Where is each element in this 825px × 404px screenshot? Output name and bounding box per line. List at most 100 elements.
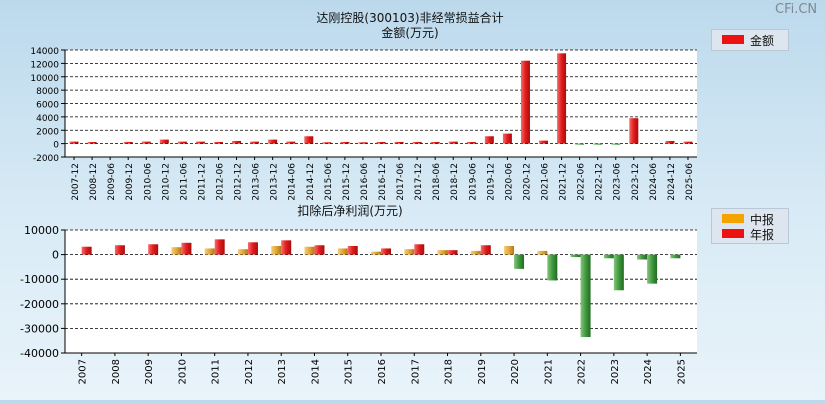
bar-nonrecurring-金额-2014-06 — [286, 141, 296, 144]
chart-title-net-profit: 扣除后净利润(万元) — [297, 203, 402, 218]
chart-title-nonrecurring: 达刚控股(300103)非经常损益合计 — [316, 10, 503, 25]
bar-net-profit-年报-2013 — [281, 240, 292, 255]
bar-nonrecurring-金额-2012-06 — [213, 141, 223, 144]
x-tick-label-nonrecurring: 2010-06 — [143, 163, 153, 201]
x-tick-label-net-profit: 2009 — [144, 359, 155, 384]
x-tick-label-net-profit: 2014 — [310, 359, 321, 384]
x-tick-label-nonrecurring: 2022-12 — [595, 163, 605, 201]
bar-net-profit-中报-2016 — [371, 251, 381, 255]
watermark: CFi.CN — [775, 2, 818, 17]
legend-swatch-amount — [722, 35, 744, 44]
x-tick-label-nonrecurring: 2010-12 — [161, 163, 171, 201]
bar-net-profit-年报-2012 — [247, 242, 258, 255]
x-tick-label-nonrecurring: 2024-12 — [667, 163, 677, 201]
bar-net-profit-年报-2024 — [647, 254, 658, 284]
bar-net-profit-年报-2015 — [347, 245, 358, 255]
x-tick-label-nonrecurring: 2020-06 — [504, 163, 514, 201]
y-tick-label-net-profit: -40000 — [20, 347, 59, 360]
x-tick-label-nonrecurring: 2025-06 — [685, 163, 695, 201]
bar-nonrecurring-金额-2013-06 — [250, 141, 260, 144]
x-tick-label-nonrecurring: 2019-06 — [468, 163, 478, 201]
legend-label-amount: 金额 — [750, 34, 775, 48]
bar-nonrecurring-金额-2025-06 — [683, 141, 693, 144]
bar-net-profit-年报-2011 — [214, 239, 225, 255]
x-tick-label-nonrecurring: 2019-12 — [486, 163, 496, 201]
x-tick-label-net-profit: 2010 — [177, 359, 188, 384]
x-tick-label-net-profit: 2020 — [510, 359, 521, 384]
x-tick-label-net-profit: 2008 — [111, 359, 122, 384]
y-tick-label-nonrecurring: 4000 — [36, 114, 59, 124]
bar-nonrecurring-金额-2009-12 — [123, 141, 133, 144]
bar-nonrecurring-金额-2018-06 — [430, 141, 440, 144]
bar-net-profit-年报-2020 — [514, 254, 525, 269]
y-tick-label-nonrecurring: 6000 — [36, 101, 59, 111]
x-tick-label-nonrecurring: 2024-06 — [649, 163, 659, 201]
bar-net-profit-中报-2021 — [537, 250, 548, 255]
x-tick-label-nonrecurring: 2015-12 — [342, 163, 352, 201]
bar-net-profit-年报-2010 — [181, 242, 192, 255]
x-tick-label-net-profit: 2013 — [277, 359, 288, 384]
bar-net-profit-年报-2016 — [381, 248, 391, 255]
bar-nonrecurring-金额-2011-06 — [177, 141, 187, 144]
x-tick-label-nonrecurring: 2011-06 — [179, 163, 189, 201]
bar-nonrecurring-金额-2010-06 — [141, 141, 151, 144]
y-tick-label-nonrecurring: 10000 — [30, 74, 59, 84]
x-tick-label-nonrecurring: 2008-12 — [89, 163, 99, 201]
x-tick-label-nonrecurring: 2018-06 — [432, 163, 442, 201]
x-tick-label-nonrecurring: 2007-12 — [71, 163, 81, 201]
x-tick-label-nonrecurring: 2021-12 — [559, 163, 569, 201]
x-tick-label-net-profit: 2017 — [410, 359, 421, 384]
bar-net-profit-中报-2022 — [570, 254, 581, 258]
x-tick-label-net-profit: 2023 — [610, 359, 621, 384]
bar-nonrecurring-金额-2015-06 — [322, 142, 332, 144]
x-tick-label-nonrecurring: 2023-12 — [631, 163, 641, 201]
bar-net-profit-中报-2011 — [204, 248, 215, 255]
y-tick-label-net-profit: -10000 — [20, 273, 59, 286]
y-tick-label-nonrecurring: 14000 — [30, 47, 59, 57]
bar-nonrecurring-金额-2011-12 — [195, 141, 205, 144]
x-tick-label-net-profit: 2024 — [643, 359, 654, 384]
x-tick-label-net-profit: 2012 — [244, 359, 255, 384]
bar-nonrecurring-金额-2017-12 — [412, 141, 422, 144]
bar-net-profit-年报-2021 — [547, 254, 558, 281]
x-tick-label-nonrecurring: 2013-12 — [270, 163, 280, 201]
legend-swatch-annual — [722, 229, 744, 238]
bar-nonrecurring-金额-2021-06 — [539, 140, 549, 144]
x-tick-label-nonrecurring: 2023-06 — [613, 163, 623, 201]
y-tick-label-net-profit: -20000 — [20, 298, 59, 311]
x-tick-label-nonrecurring: 2015-06 — [324, 163, 334, 201]
bar-nonrecurring-金额-2023-06 — [611, 143, 621, 145]
bar-nonrecurring-金额-2016-12 — [376, 141, 386, 144]
x-tick-label-nonrecurring: 2012-06 — [215, 163, 225, 201]
x-tick-label-nonrecurring: 2014-06 — [288, 163, 298, 201]
bar-nonrecurring-金额-2013-12 — [268, 139, 278, 144]
bar-nonrecurring-金额-2008-12 — [87, 141, 97, 144]
bar-net-profit-年报-2009 — [148, 244, 159, 255]
legend-label-annual: 年报 — [750, 228, 775, 242]
bar-nonrecurring-金额-2007-12 — [69, 141, 79, 144]
chart-subtitle-nonrecurring: 金额(万元) — [381, 25, 438, 40]
bar-nonrecurring-金额-2015-12 — [340, 141, 350, 144]
legend-top: 金额 — [711, 29, 789, 51]
bar-nonrecurring-金额-2023-12 — [629, 118, 639, 144]
x-tick-label-nonrecurring: 2009-06 — [107, 163, 117, 201]
y-tick-label-nonrecurring: -2000 — [33, 154, 59, 164]
bar-nonrecurring-金额-2019-06 — [466, 141, 476, 144]
bar-net-profit-年报-2019 — [480, 245, 491, 255]
bar-net-profit-年报-2007 — [81, 246, 92, 255]
bar-nonrecurring-金额-2022-06 — [575, 143, 585, 145]
bar-net-profit-中报-2017 — [404, 249, 415, 255]
x-tick-label-net-profit: 2015 — [344, 359, 355, 384]
bar-net-profit-中报-2015 — [337, 248, 348, 255]
bar-nonrecurring-金额-2017-06 — [394, 141, 404, 144]
bar-net-profit-年报-2014 — [314, 245, 325, 255]
legend-swatch-interim — [722, 214, 744, 223]
y-tick-label-net-profit: 10000 — [24, 224, 59, 237]
y-tick-label-nonrecurring: 2000 — [36, 127, 59, 137]
bar-net-profit-中报-2025 — [670, 254, 681, 259]
x-tick-label-nonrecurring: 2016-12 — [378, 163, 388, 201]
x-tick-label-nonrecurring: 2017-12 — [414, 163, 424, 201]
bar-nonrecurring-金额-2010-12 — [159, 139, 169, 144]
